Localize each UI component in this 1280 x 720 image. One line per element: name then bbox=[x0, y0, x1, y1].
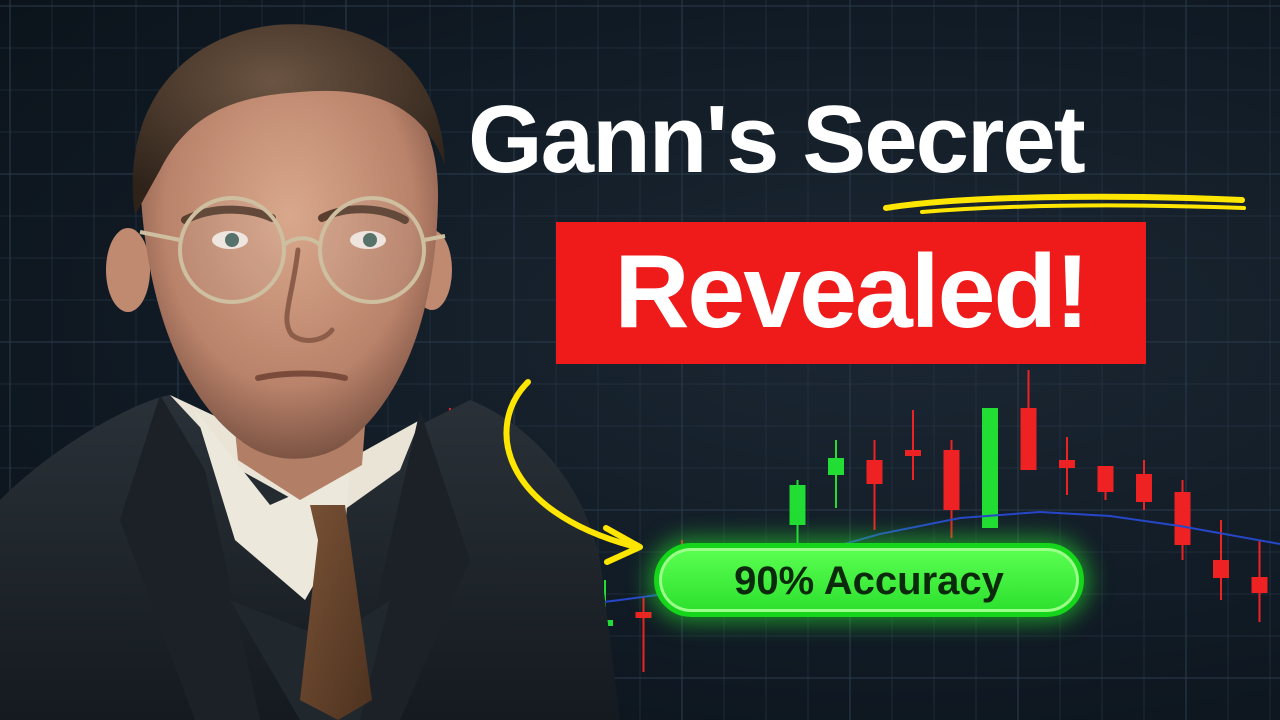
portrait-figure bbox=[0, 24, 620, 720]
yellow-underline-icon bbox=[883, 193, 1246, 214]
candle-body bbox=[635, 612, 652, 618]
candle-body bbox=[1136, 474, 1152, 502]
candle-body bbox=[1020, 408, 1037, 470]
candle-body bbox=[1251, 577, 1268, 593]
candle-body bbox=[828, 458, 844, 475]
headline-lead: Gann's bbox=[468, 86, 803, 193]
headline-line-2: Revealed! bbox=[614, 234, 1089, 350]
candle-body bbox=[1213, 560, 1229, 578]
candle-body bbox=[866, 460, 883, 484]
headline-line-1: Gann's Secret bbox=[468, 92, 1086, 188]
headline-banner: Revealed! bbox=[556, 222, 1146, 364]
accuracy-badge: 90% Accuracy bbox=[654, 543, 1084, 617]
candle-body bbox=[789, 485, 806, 525]
accuracy-badge-label: 90% Accuracy bbox=[734, 559, 1004, 603]
candle-body bbox=[1097, 466, 1114, 492]
candle-body bbox=[943, 450, 960, 510]
candle-body bbox=[982, 408, 998, 528]
headline-accent: Secret bbox=[802, 86, 1086, 193]
candle-body bbox=[1174, 492, 1191, 545]
candle-body bbox=[905, 450, 921, 456]
candle-body bbox=[1059, 460, 1075, 468]
